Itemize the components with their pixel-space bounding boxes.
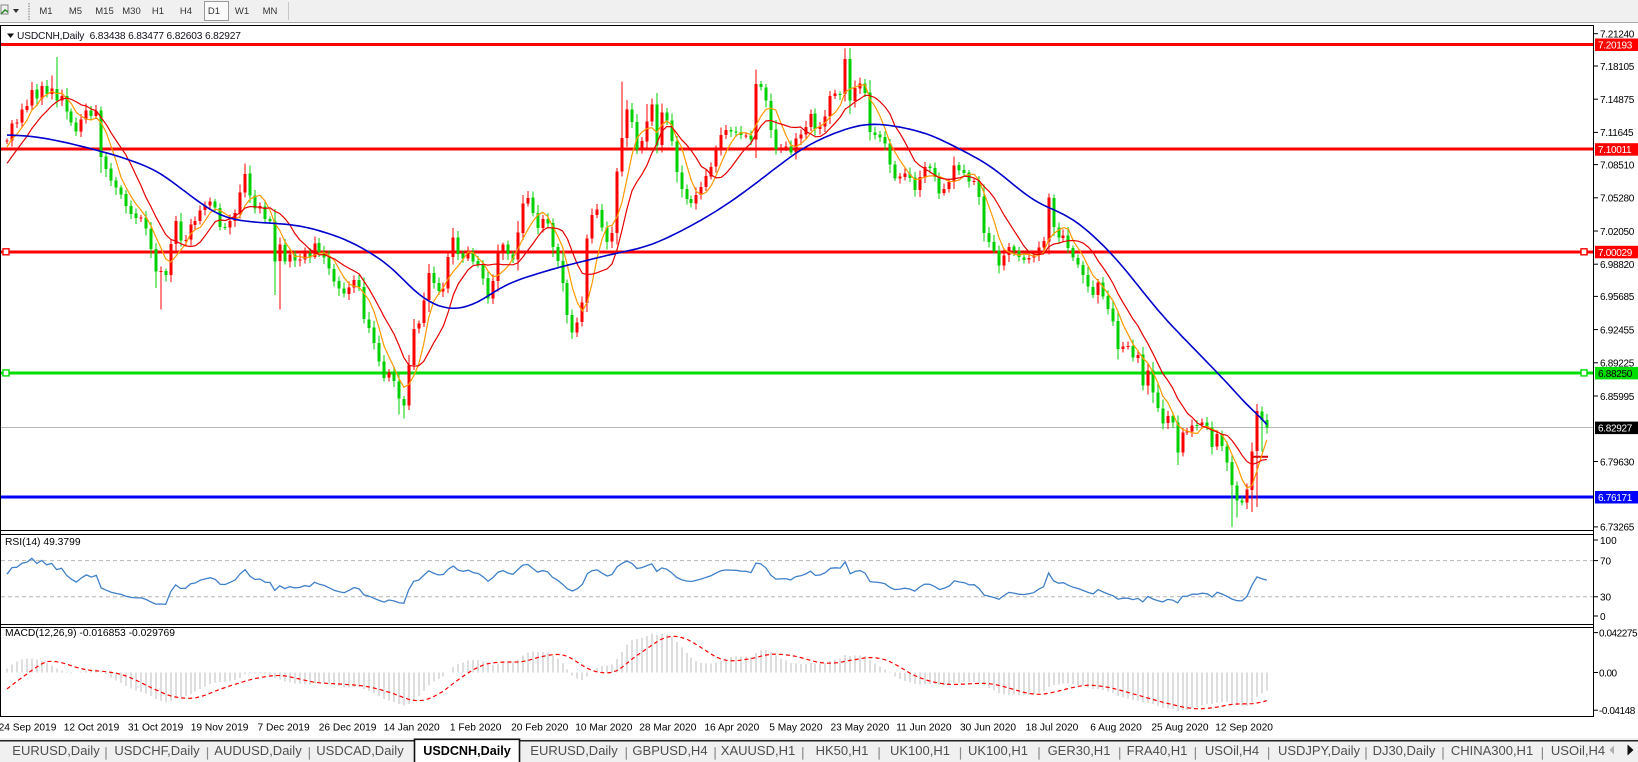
svg-text:0.042275: 0.042275: [1599, 628, 1638, 639]
svg-text:24 Sep 2019: 24 Sep 2019: [0, 723, 57, 734]
svg-text:19 Nov 2019: 19 Nov 2019: [191, 723, 249, 734]
svg-text:XAUUSD,H1: XAUUSD,H1: [721, 743, 795, 758]
svg-text:7.21240: 7.21240: [1600, 30, 1635, 41]
svg-text:D1: D1: [208, 6, 220, 17]
svg-text:DJ30,Daily: DJ30,Daily: [1373, 743, 1436, 758]
svg-text:AUDUSD,Daily: AUDUSD,Daily: [214, 743, 302, 758]
svg-text:7.14875: 7.14875: [1600, 95, 1635, 106]
svg-text:10 Mar 2020: 10 Mar 2020: [575, 723, 633, 734]
svg-text:5 May 2020: 5 May 2020: [769, 723, 823, 734]
svg-text:7.20193: 7.20193: [1598, 41, 1633, 52]
svg-text:70: 70: [1600, 556, 1612, 567]
svg-text:18 Jul 2020: 18 Jul 2020: [1026, 723, 1079, 734]
svg-text:1 Feb 2020: 1 Feb 2020: [450, 723, 502, 734]
svg-text:USOil,H4: USOil,H4: [1205, 743, 1259, 758]
svg-text:GBPUSD,H4: GBPUSD,H4: [632, 743, 707, 758]
svg-text:6.82927: 6.82927: [1598, 424, 1633, 435]
svg-text:6.98820: 6.98820: [1600, 260, 1635, 271]
svg-text:7.11645: 7.11645: [1600, 128, 1634, 139]
svg-text:6.92455: 6.92455: [1600, 325, 1635, 336]
svg-text:7.10011: 7.10011: [1598, 145, 1632, 156]
svg-text:30: 30: [1600, 593, 1612, 604]
svg-text:EURUSD,Daily: EURUSD,Daily: [530, 743, 618, 758]
svg-text:28 Mar 2020: 28 Mar 2020: [639, 723, 697, 734]
svg-text:MN: MN: [263, 6, 278, 17]
svg-text:USDCHF,Daily: USDCHF,Daily: [114, 743, 200, 758]
svg-text:M30: M30: [122, 6, 140, 17]
svg-text:11 Jun 2020: 11 Jun 2020: [896, 723, 952, 734]
svg-text:25 Aug 2020: 25 Aug 2020: [1151, 723, 1209, 734]
svg-text:30 Jun 2020: 30 Jun 2020: [960, 723, 1016, 734]
svg-text:USDCAD,Daily: USDCAD,Daily: [316, 743, 404, 758]
svg-text:6.95685: 6.95685: [1600, 292, 1635, 303]
svg-text:100: 100: [1600, 536, 1617, 547]
svg-text:UK100,H1: UK100,H1: [968, 743, 1028, 758]
svg-text:GER30,H1: GER30,H1: [1048, 743, 1111, 758]
svg-text:M15: M15: [95, 6, 113, 17]
svg-text:USDCNH,Daily: USDCNH,Daily: [423, 744, 510, 758]
svg-text:USOil,H4: USOil,H4: [1551, 743, 1605, 758]
svg-text:31 Oct 2019: 31 Oct 2019: [128, 723, 184, 734]
svg-text:7 Dec 2019: 7 Dec 2019: [258, 723, 310, 734]
svg-text:M5: M5: [69, 6, 82, 17]
svg-text:6 Aug 2020: 6 Aug 2020: [1090, 723, 1142, 734]
svg-text:USDCNH,Daily 6.83438 6.83477: USDCNH,Daily 6.83438 6.83477 6.82603 6.8…: [17, 31, 241, 42]
svg-text:RSI(14) 49.3799: RSI(14) 49.3799: [5, 537, 81, 548]
svg-text:20 Feb 2020: 20 Feb 2020: [511, 723, 569, 734]
svg-text:7.05280: 7.05280: [1600, 194, 1635, 205]
svg-text:7.18105: 7.18105: [1600, 62, 1635, 73]
svg-text:12 Sep 2020: 12 Sep 2020: [1215, 723, 1273, 734]
svg-text:MACD(12,26,9) -0.016853 -0.029: MACD(12,26,9) -0.016853 -0.029769: [5, 628, 175, 639]
svg-text:0: 0: [1600, 612, 1606, 623]
svg-text:-0.04148: -0.04148: [1599, 706, 1636, 717]
svg-text:7.02050: 7.02050: [1600, 227, 1635, 238]
svg-text:23 May 2020: 23 May 2020: [830, 723, 889, 734]
svg-text:14 Jan 2020: 14 Jan 2020: [384, 723, 440, 734]
svg-text:16 Apr 2020: 16 Apr 2020: [704, 723, 759, 734]
svg-text:H1: H1: [152, 6, 164, 17]
svg-text:6.85995: 6.85995: [1600, 392, 1635, 403]
svg-text:26 Dec 2019: 26 Dec 2019: [319, 723, 377, 734]
svg-text:0.00: 0.00: [1599, 668, 1618, 679]
svg-text:6.73265: 6.73265: [1600, 523, 1635, 534]
svg-text:6.76171: 6.76171: [1598, 493, 1633, 504]
svg-text:12 Oct 2019: 12 Oct 2019: [64, 723, 120, 734]
svg-text:7.00029: 7.00029: [1598, 248, 1633, 259]
svg-text:7.08510: 7.08510: [1600, 160, 1635, 171]
svg-text:UK100,H1: UK100,H1: [890, 743, 950, 758]
svg-text:HK50,H1: HK50,H1: [816, 743, 869, 758]
svg-text:FRA40,H1: FRA40,H1: [1127, 743, 1188, 758]
svg-text:6.89225: 6.89225: [1600, 359, 1635, 370]
svg-text:H4: H4: [180, 6, 192, 17]
svg-text:EURUSD,Daily: EURUSD,Daily: [12, 743, 100, 758]
svg-text:CHINA300,H1: CHINA300,H1: [1451, 743, 1533, 758]
svg-text:M1: M1: [39, 6, 52, 17]
svg-text:6.79630: 6.79630: [1600, 457, 1635, 468]
svg-text:USDJPY,Daily: USDJPY,Daily: [1278, 743, 1361, 758]
svg-text:6.88250: 6.88250: [1598, 369, 1633, 380]
svg-text:W1: W1: [235, 6, 249, 17]
